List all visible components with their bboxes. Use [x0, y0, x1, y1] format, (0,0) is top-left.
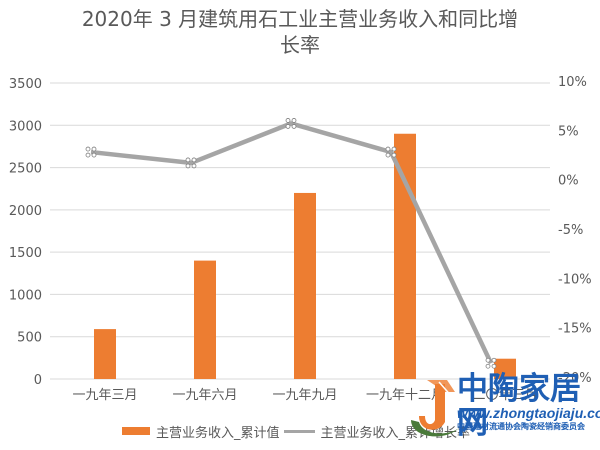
chart-title-line-2: 长率: [280, 33, 320, 57]
left-tick-label: 1500: [9, 246, 42, 261]
bar: [194, 260, 216, 379]
bar-series: [94, 133, 516, 379]
category-axis: 一九年三月 一九年六月 一九年九月 一九年十二月 二〇年三月: [72, 388, 537, 403]
line-marker-icon: [285, 118, 297, 129]
right-axis: 10% 5% 0% -5% -10% -15% -20%: [558, 75, 592, 386]
chart-title-line-1: 2020年 3 月建筑用石工业主营业务收入和同比增: [81, 7, 519, 31]
left-tick-label: 3000: [9, 119, 42, 134]
bar: [494, 358, 516, 379]
left-axis: 0 500 1000 1500 2000 2500 3000 3500: [9, 77, 42, 388]
watermark-name: 中陶家居网: [457, 371, 581, 441]
right-tick-label: -5%: [558, 223, 583, 238]
left-tick-label: 0: [34, 373, 42, 388]
legend-line-swatch-icon: [283, 429, 315, 433]
right-tick-label: 0%: [558, 174, 579, 189]
line-marker-icon: [385, 146, 397, 158]
left-tick-label: 500: [17, 331, 42, 346]
left-tick-label: 2000: [9, 204, 42, 219]
category-label: 一九年三月: [72, 388, 137, 403]
bar: [294, 192, 316, 379]
watermark-logo-icon: [411, 380, 459, 437]
category-label: 二〇年三月: [472, 388, 537, 403]
legend-bar-swatch-icon: [122, 427, 150, 435]
line-marker-icon: [485, 357, 497, 369]
left-tick-label: 2500: [9, 162, 42, 177]
watermark-subtitle: 中国建材流通协会陶瓷经销商委员会: [457, 422, 585, 431]
category-label: 一九年十二月: [366, 388, 444, 403]
bar: [94, 329, 116, 379]
growth-line: [90, 121, 494, 365]
watermark-url: www.zhongtaojiaju.com: [457, 405, 600, 421]
right-tick-label: -15%: [558, 322, 592, 337]
category-label: 一九年九月: [272, 388, 337, 403]
line-marker-icon: [185, 157, 197, 169]
watermark: 中陶家居网 www.zhongtaojiaju.com 中国建材流通协会陶瓷经销…: [405, 372, 600, 448]
category-label: 一九年六月: [172, 388, 237, 403]
line-marker-icon: [85, 146, 97, 158]
line-series: [85, 118, 497, 369]
legend-bar-label: 主营业务收入_累计值: [156, 425, 280, 441]
right-tick-label: 10%: [558, 75, 587, 90]
right-tick-label: -20%: [558, 371, 592, 386]
left-tick-label: 1000: [9, 288, 42, 303]
right-tick-label: -10%: [558, 272, 592, 287]
left-tick-label: 3500: [9, 77, 42, 92]
chart-title: 2020年 3 月建筑用石工业主营业务收入和同比增 长率: [0, 6, 600, 58]
right-tick-label: 5%: [558, 124, 579, 139]
